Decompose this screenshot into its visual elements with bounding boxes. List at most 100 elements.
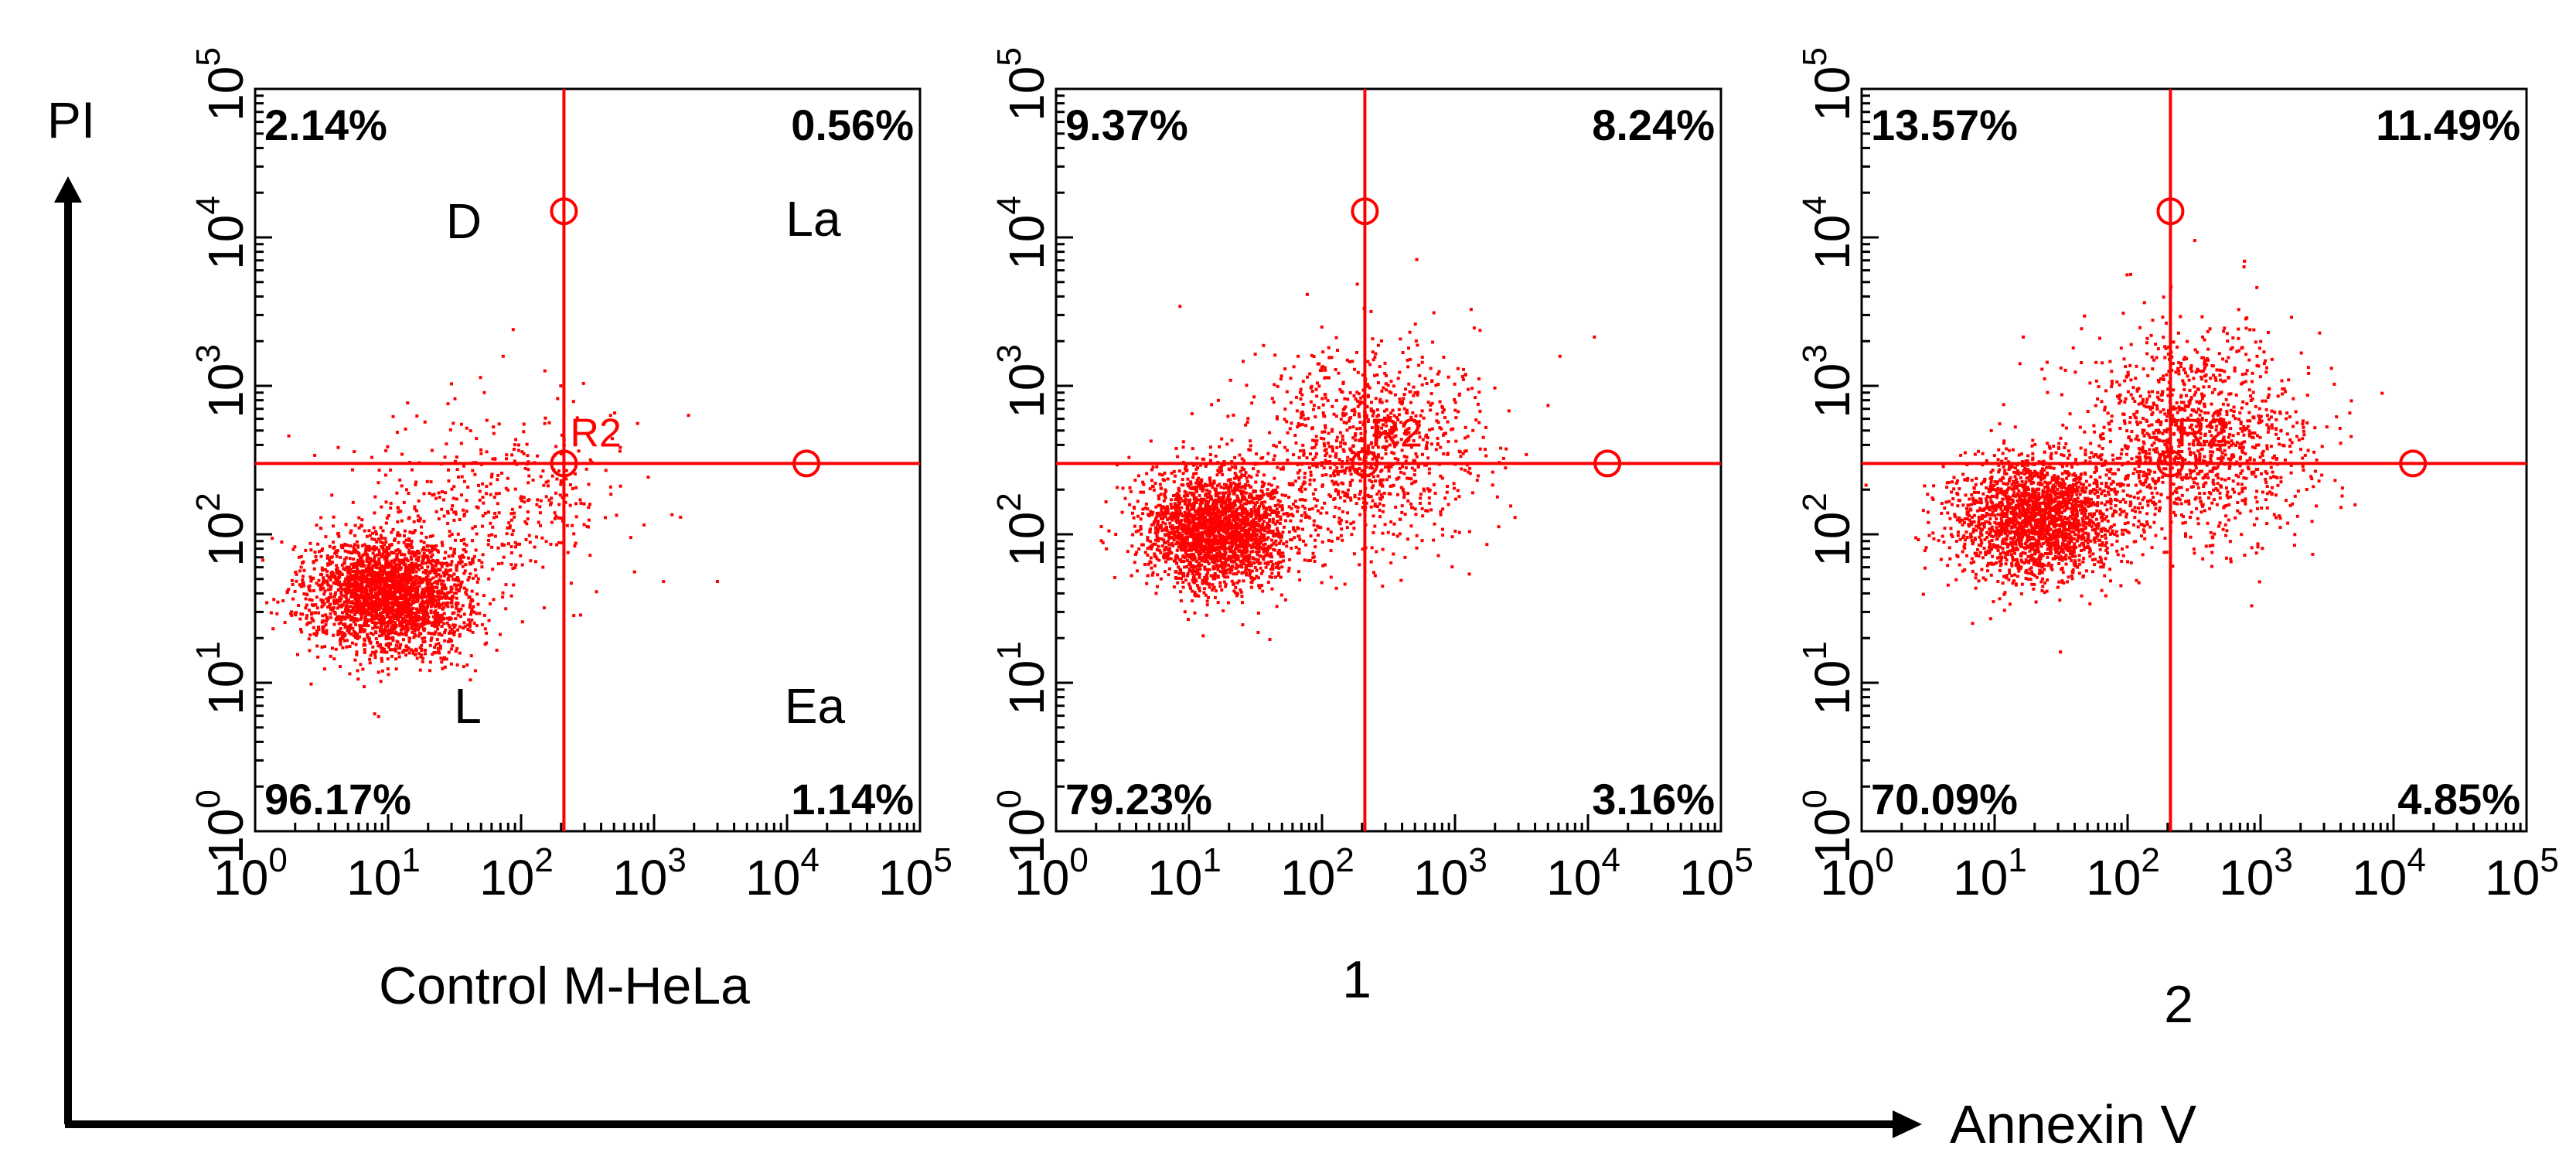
- scatter-point: [504, 607, 508, 611]
- scatter-point: [394, 613, 398, 617]
- scatter-point: [373, 656, 377, 660]
- scatter-point: [358, 595, 362, 598]
- scatter-point: [389, 636, 393, 640]
- scatter-point: [407, 517, 411, 520]
- scatter-point: [359, 564, 363, 568]
- scatter-point: [413, 554, 416, 558]
- scatter-point: [443, 556, 447, 560]
- scatter-point: [1206, 513, 1210, 517]
- scatter-point: [1237, 478, 1241, 482]
- scatter-point: [1133, 524, 1136, 528]
- scatter-point: [422, 520, 426, 523]
- scatter-point: [378, 571, 382, 575]
- scatter-point: [1216, 469, 1220, 472]
- scatter-point: [575, 416, 579, 420]
- scatter-point: [322, 592, 326, 596]
- scatter-point: [427, 631, 431, 635]
- scatter-point: [324, 535, 328, 539]
- scatter-point: [1176, 517, 1180, 521]
- scatter-point: [1208, 515, 1212, 519]
- scatter-point: [332, 540, 336, 544]
- scatter-point: [413, 629, 417, 633]
- scatter-point: [513, 545, 517, 549]
- scatter-point: [317, 611, 321, 615]
- scatter-point: [404, 538, 408, 542]
- scatter-point: [1257, 522, 1261, 526]
- scatter-point: [301, 612, 305, 616]
- scatter-point: [379, 680, 383, 684]
- scatter-point: [492, 516, 496, 520]
- scatter-point: [1247, 557, 1251, 561]
- scatter-point: [408, 543, 412, 547]
- scatter-point: [332, 633, 336, 637]
- scatter-point: [315, 606, 319, 610]
- scatter-point: [407, 537, 411, 540]
- scatter-point: [329, 578, 332, 581]
- scatter-point: [379, 566, 382, 570]
- scatter-point: [394, 643, 398, 647]
- scatter-point: [1219, 486, 1223, 489]
- scatter-point: [383, 598, 387, 602]
- scatter-point: [377, 469, 381, 472]
- scatter-point: [493, 511, 497, 515]
- scatter-point: [499, 633, 502, 636]
- scatter-point: [385, 582, 389, 586]
- scatter-point: [448, 597, 451, 600]
- scatter-point: [422, 594, 426, 598]
- scatter-point: [382, 617, 386, 621]
- scatter-point: [377, 566, 380, 570]
- scatter-point: [336, 579, 339, 583]
- scatter-point: [373, 511, 377, 515]
- scatter-point: [417, 519, 421, 523]
- scatter-point: [1202, 511, 1206, 515]
- scatter-point: [1191, 516, 1194, 520]
- scatter-point: [1259, 527, 1263, 530]
- scatter-point: [336, 569, 339, 573]
- scatter-point: [1226, 540, 1230, 544]
- scatter-point: [1220, 505, 1224, 509]
- scatter-point: [373, 563, 377, 567]
- scatter-point: [299, 585, 303, 588]
- scatter-point: [1208, 544, 1211, 548]
- scatter-point: [608, 414, 612, 418]
- scatter-point: [375, 546, 378, 550]
- scatter-point: [1136, 514, 1140, 518]
- scatter-point: [444, 491, 448, 495]
- scatter-point: [307, 588, 311, 592]
- scatter-point: [1160, 544, 1164, 547]
- scatter-point: [391, 614, 395, 618]
- scatter-point: [1251, 556, 1255, 560]
- scatter-point: [377, 548, 381, 552]
- scatter-point: [373, 560, 377, 564]
- scatter-point: [533, 560, 537, 564]
- scatter-point: [1191, 578, 1194, 582]
- scatter-point: [1194, 496, 1198, 500]
- scatter-point: [345, 603, 349, 607]
- scatter-point: [358, 589, 361, 593]
- scatter-point: [1183, 546, 1187, 549]
- scatter-point: [517, 443, 520, 447]
- scatter-point: [473, 472, 477, 476]
- scatter-point: [588, 554, 592, 558]
- scatter-point: [520, 499, 523, 503]
- scatter-point: [378, 634, 381, 638]
- scatter-point: [272, 598, 276, 602]
- scatter-point: [1198, 568, 1202, 571]
- scatter-point: [555, 543, 559, 547]
- scatter-point: [1174, 534, 1177, 538]
- scatter-point: [1236, 512, 1240, 516]
- scatter-point: [416, 622, 420, 626]
- scatter-point: [1114, 533, 1118, 536]
- scatter-point: [373, 537, 377, 541]
- scatter-point: [1235, 572, 1239, 576]
- scatter-point: [1242, 490, 1246, 494]
- scatter-point: [436, 549, 440, 553]
- scatter-point: [1099, 539, 1103, 543]
- scatter-point: [509, 594, 513, 598]
- scatter-point: [360, 518, 364, 522]
- scatter-point: [1215, 484, 1219, 488]
- scatter-point: [417, 584, 421, 588]
- scatter-point: [355, 603, 358, 607]
- scatter-point: [1293, 479, 1297, 483]
- scatter-point: [1148, 545, 1152, 549]
